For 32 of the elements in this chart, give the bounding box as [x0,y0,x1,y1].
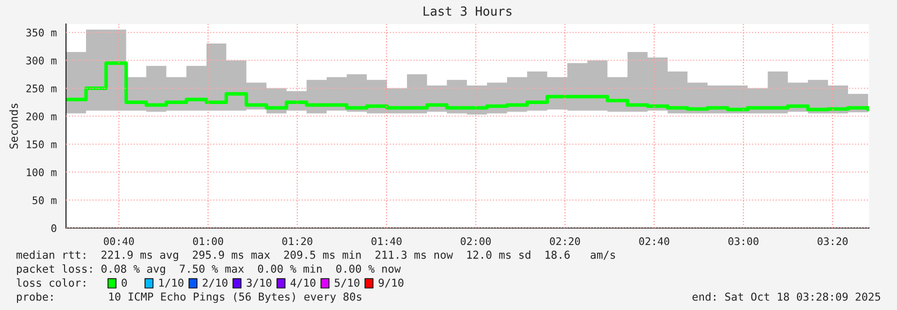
y-tick-label: 100 m [26,168,56,176]
text: 4/10 [290,278,316,288]
x-tick-label: 01:00 [193,237,224,246]
text: 1/10 [159,278,184,288]
text: 0 [122,278,127,287]
x-tick-label: 01:20 [282,237,312,246]
text: 5/10 [334,278,360,288]
y-tick-label: 250 m [26,84,56,92]
chart-title: Last 3 Hours [424,6,512,16]
y-tick-label: 50 m [32,196,56,204]
x-tick-label: 02:40 [639,237,670,246]
text: 2/10 [202,278,228,288]
text: end: Sat Oct 18 03:28:09 2025 [692,292,880,301]
text: 3/10 [246,278,272,288]
text: loss color: [16,278,86,287]
x-tick-label: 03:20 [818,237,848,246]
y-tick-label: 0 [51,224,56,232]
y-tick-label: 150 m [26,140,56,148]
y-tick-label: 350 m [26,28,56,37]
x-tick-label: 02:20 [550,237,580,246]
text: probe: [17,292,53,303]
y-axis-title: Seconds [9,104,18,149]
x-tick-label: 03:00 [728,237,758,246]
y-tick-label: 200 m [26,112,56,120]
text: median rtt: 221.9 ms avg 295.9 ms max 209.5 ms min 211.3 ms now 12.0 ms sd 18.6 am/s [16,250,615,262]
text: 9/10 [378,278,404,288]
text: packet loss: 0.08 % avg 7.50 % max 0.00 % min 0.00 % now [17,264,401,276]
x-tick-label: 02:00 [460,237,491,246]
x-tick-label: 00:40 [104,237,134,246]
x-tick-label: 01:40 [372,237,402,246]
text: 10 ICMP Echo Pings (56 Bytes) every 80s [109,292,362,303]
y-tick-label: 300 m [26,56,56,64]
